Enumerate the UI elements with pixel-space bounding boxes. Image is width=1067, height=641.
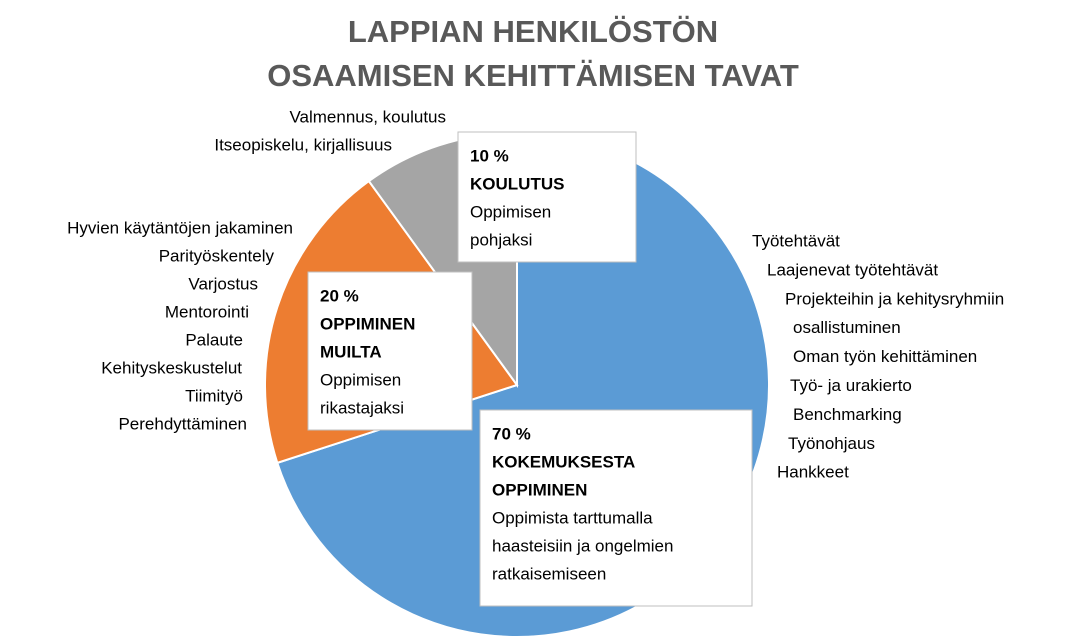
annotation: Benchmarking [793,405,902,424]
description: Oppimisen [470,202,551,221]
annotation: Perehdyttäminen [118,414,247,433]
label-box [307,271,473,431]
category-label: OPPIMINEN [492,480,587,499]
annotation: Parityöskentely [159,246,275,265]
annotation: Laajenevat työtehtävät [767,260,938,279]
value-label: 70 % [492,424,531,443]
annotation: Hyvien käytäntöjen jakaminen [67,218,293,237]
annotation: Työ- ja urakierto [790,376,912,395]
description: Oppimisen [320,370,401,389]
category-label: KOKEMUKSESTA [492,452,635,471]
annotation: Työtehtävät [752,231,840,250]
category-label: MUILTA [320,342,382,361]
label-box [479,409,753,607]
annotation: Palaute [185,330,243,349]
annotation: Itseopiskelu, kirjallisuus [214,135,392,154]
description: Oppimista tarttumalla [492,508,653,527]
annotation: Hankkeet [777,463,849,482]
description: ratkaisemiseen [492,564,606,583]
annotation: Varjostus [188,274,258,293]
chart-title: LAPPIAN HENKILÖSTÖN [348,14,718,49]
annotation: Mentorointi [165,302,249,321]
annotation: Kehityskeskustelut [101,358,242,377]
category-label: KOULUTUS [470,174,564,193]
description: pohjaksi [470,230,532,249]
label-box [457,131,637,263]
annotation: Työnohjaus [788,434,875,453]
value-label: 20 % [320,286,359,305]
value-label: 10 % [470,146,509,165]
annotation: Tiimityö [185,386,243,405]
annotation: osallistuminen [793,318,901,337]
annotation: Projekteihin ja kehitysryhmiin [785,289,1004,308]
annotation: Valmennus, koulutus [289,107,446,126]
description: haasteisiin ja ongelmien [492,536,673,555]
chart-title: OSAAMISEN KEHITTÄMISEN TAVAT [267,58,799,93]
category-label: OPPIMINEN [320,314,415,333]
description: rikastajaksi [320,398,404,417]
annotation: Oman työn kehittäminen [793,347,977,366]
